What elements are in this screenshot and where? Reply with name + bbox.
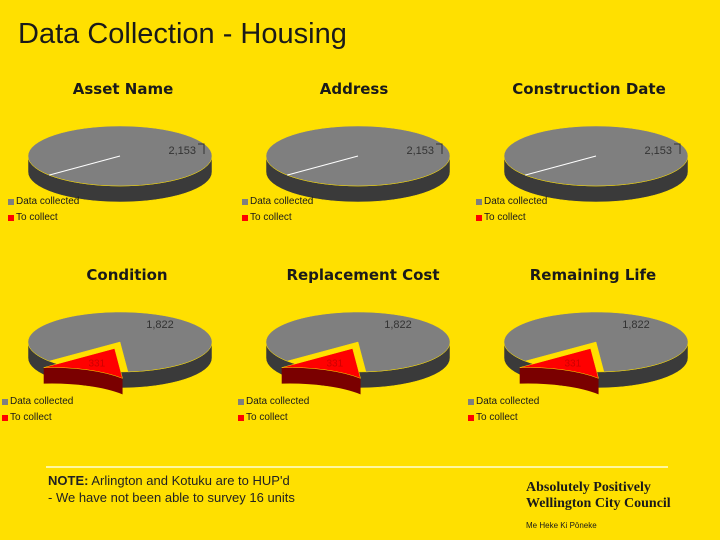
- data-label-collected: 1,822: [384, 319, 412, 331]
- legend-item-to-collect: To collect: [468, 410, 539, 426]
- legend-item-collected: Data collected: [242, 194, 313, 210]
- pie-slice-to-collect: [43, 348, 123, 395]
- note-line2: - We have not been able to survey 16 uni…: [48, 490, 295, 505]
- data-label-collected: 2,153: [406, 145, 434, 157]
- legend-item-to-collect: To collect: [2, 410, 73, 426]
- pie-slice-collected: [503, 311, 689, 373]
- pie-slice-to-collect: [281, 348, 361, 395]
- data-label-collected: 2,153: [168, 145, 196, 157]
- pie-chart-replacement-cost: 331 1,822: [265, 311, 451, 395]
- council-logo: Absolutely Positively Wellington City Co…: [526, 480, 671, 534]
- pie-chart-construction-date: 2,153: [503, 125, 689, 203]
- pie-chart-address: 2,153: [265, 125, 451, 203]
- data-label-to-collect: 331: [326, 358, 343, 369]
- chart-title-construction-date: Construction Date: [512, 80, 666, 98]
- pie-slice-to-collect: [286, 155, 359, 176]
- data-label-to-collect: 331: [564, 358, 581, 369]
- pie-slice-to-collect: [519, 348, 599, 395]
- data-label-collected: 1,822: [146, 319, 174, 331]
- pie-slice-collected: [265, 311, 451, 373]
- legend-item-to-collect: To collect: [8, 210, 79, 226]
- pie-chart-remaining-life: 331 1,822: [503, 311, 689, 395]
- legend-item-collected: Data collected: [238, 394, 309, 410]
- legend-address: Data collected To collect: [242, 194, 313, 226]
- page-title: Data Collection - Housing: [18, 18, 347, 50]
- divider: [46, 466, 668, 468]
- pie-slice-to-collect: [524, 155, 597, 176]
- logo-line2: Wellington City Council: [526, 496, 671, 511]
- pie-slice-collected: [27, 311, 213, 373]
- leader-line: [674, 143, 681, 154]
- logo-line3: Me Heke Ki Pōneke: [526, 521, 597, 530]
- data-label-collected: 1,822: [622, 319, 650, 331]
- data-label-to-collect: 331: [88, 358, 105, 369]
- legend-item-to-collect: To collect: [238, 410, 309, 426]
- legend-remaining-life: Data collected To collect: [468, 394, 539, 426]
- note-line1: Arlington and Kotuku are to HUP'd: [88, 473, 290, 488]
- chart-title-condition: Condition: [86, 266, 168, 284]
- note: NOTE: Arlington and Kotuku are to HUP'd …: [48, 472, 295, 506]
- pie-chart-condition: 331 1,822: [27, 311, 213, 395]
- legend-item-collected: Data collected: [468, 394, 539, 410]
- legend-item-to-collect: To collect: [476, 210, 547, 226]
- logo-line1: Absolutely Positively: [526, 480, 651, 495]
- pie-slice-to-collect: [48, 155, 121, 176]
- legend-item-collected: Data collected: [8, 194, 79, 210]
- chart-title-asset-name: Asset Name: [72, 80, 174, 98]
- legend-construction-date: Data collected To collect: [476, 194, 547, 226]
- data-label-collected: 2,153: [644, 145, 672, 157]
- pie-chart-asset-name: 2,153: [27, 125, 213, 203]
- legend-item-to-collect: To collect: [242, 210, 313, 226]
- leader-line: [436, 143, 443, 154]
- chart-title-address: Address: [319, 80, 389, 98]
- legend-item-collected: Data collected: [2, 394, 73, 410]
- legend-condition: Data collected To collect: [2, 394, 73, 426]
- chart-title-replacement-cost: Replacement Cost: [286, 266, 440, 284]
- legend-item-collected: Data collected: [476, 194, 547, 210]
- leader-line: [198, 143, 205, 154]
- legend-replacement-cost: Data collected To collect: [238, 394, 309, 426]
- note-prefix: NOTE:: [48, 473, 89, 488]
- chart-title-remaining-life: Remaining Life: [529, 266, 657, 284]
- legend-asset-name: Data collected To collect: [8, 194, 79, 226]
